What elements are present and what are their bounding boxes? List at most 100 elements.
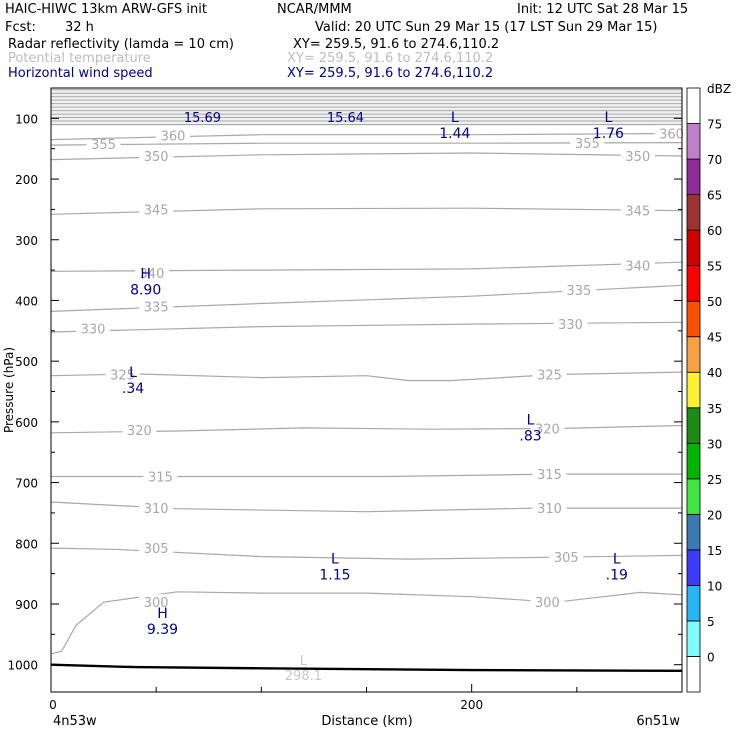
wind-extremum-marker: L [331,552,339,568]
contour-label-bg [530,420,565,436]
colorbar-swatch [686,158,701,195]
contour-label-bg [549,549,584,565]
wind-extremum-marker: L [129,365,137,381]
wind-extremum-value: .34 [122,381,144,397]
contour-label-bg [139,594,174,610]
theta-contour-325 [50,371,683,382]
colorbar-level-label: 5 [707,615,715,629]
wind-extremum-marker: H [140,266,151,282]
colorbar-level-label: 50 [707,295,722,309]
ground-extremum-value: 298.1 [285,669,322,684]
colorbar-swatch [686,549,701,586]
contour-label-bg [553,316,588,332]
theta-contours: 300 300 305 305 310 310 315 315 320 320 325 325 330 3… [50,125,689,655]
x-tick-label: 200 [460,698,483,712]
contour-label: 340 [625,259,650,274]
colorbar-swatch [686,371,701,409]
colorbar-level-label: 75 [707,118,722,132]
wind-extremum-value: .83 [519,429,541,445]
contour-label: 340 [140,267,165,282]
y-tick-label: 800 [15,537,38,551]
y-tick-label: 200 [15,173,38,187]
contour-label-bg [561,282,596,298]
ground-extremum-marker: L [300,654,308,669]
contour-label-bg [654,125,689,141]
contour-label: 335 [567,284,592,299]
chart-labels: 15.69 15.64 L1.44L1.76H8.90L.34L.83L1.15L.… [122,110,628,638]
x-tick-label: 0 [49,698,57,712]
colorbar-level-label: 10 [707,579,722,593]
contour-label: 315 [148,471,173,486]
colorbar-swatch [686,442,701,480]
y-tick-label: 500 [15,355,38,369]
org-label: NCAR/MMM [277,2,352,17]
y-axis-title: Pressure (hPa) [2,347,16,433]
contour-label-bg [530,594,565,610]
wind-extremum-value: 1.44 [439,126,470,142]
field-potential-temperature-xy: XY= 259.5, 91.6 to 274.6,110.2 [287,51,494,66]
contour-label-bg [105,366,140,382]
colorbar-swatch [686,585,701,622]
ground-line [50,663,683,672]
contour-label: 345 [144,203,169,218]
forecast-label: Fcst: [5,20,36,35]
contour-label-bg [139,201,174,217]
colorbar-swatch [686,265,701,302]
contour-label: 360 [161,129,186,144]
model-title: HAIC-HIWC 13km ARW-GFS init [5,2,207,17]
contour-label: 325 [110,369,135,384]
colorbar: 0 5 10 15 20 25 30 35 40 45 50 55 60 65 70 75 [686,87,722,693]
contour-label: 355 [91,138,116,153]
colorbar-swatch [686,620,701,657]
contour-label-bg [86,135,121,151]
contour-label: 315 [537,468,562,483]
stratosphere-contour-band [51,88,682,127]
contour-label-bg [155,127,190,143]
contour-label-bg [620,202,655,218]
wind-extremum-marker: L [613,552,621,568]
colorbar-swatch [686,478,701,515]
colorbar-level-label: 15 [707,544,722,558]
contour-label: 325 [537,369,562,384]
contour-label-bg [122,421,157,437]
contour-label: 320 [127,424,152,439]
colorbar-level-label: 25 [707,473,722,487]
y-tick-label: 1000 [7,659,38,673]
contour-label: 310 [537,502,562,517]
colorbar-level-label: 45 [707,331,722,345]
y-tick-label: 300 [15,234,38,248]
colorbar-level-label: 70 [707,153,722,167]
x-start-location: 4n53w [53,714,97,729]
wind-extremum-marker: L [604,110,612,126]
contour-label: 300 [535,596,560,611]
contour-label: 310 [144,502,169,517]
contour-label: 355 [575,137,600,152]
contour-label: 305 [144,542,169,557]
contour-label-bg [143,468,178,484]
wind-extremum-value: .19 [606,568,628,584]
init-time: Init: 12 UTC Sat 28 Mar 15 [517,2,689,17]
valid-time: Valid: 20 UTC Sun 29 Mar 15 (17 LST Sun … [315,20,658,35]
wind-extremum-value: 9.39 [147,622,178,638]
wind-speed-label: 15.69 [184,111,221,126]
contour-label-bg [532,366,567,382]
contour-label-bg [532,466,567,482]
colorbar-swatch [686,123,701,160]
colorbar-swatch [686,229,701,267]
y-tick-label: 100 [15,112,38,126]
field-reflectivity: Radar reflectivity (lamda = 10 cm) [8,37,234,52]
colorbar-level-label: 40 [707,366,722,380]
colorbar-swatch [686,407,701,444]
wind-extremum-marker: H [157,606,168,622]
x-axis-title: Distance (km) [321,714,412,729]
field-reflectivity-xy: XY= 259.5, 91.6 to 274.6,110.2 [293,37,500,52]
colorbar-level-label: 20 [707,508,722,522]
wind-extremum-value: 1.15 [319,568,350,584]
wind-extremum-marker: L [451,110,459,126]
contour-label: 345 [625,205,650,220]
contour-label: 350 [144,150,169,165]
contour-label-bg [139,147,174,163]
colorbar-level-label: 55 [707,260,722,274]
contour-label: 360 [659,128,684,143]
